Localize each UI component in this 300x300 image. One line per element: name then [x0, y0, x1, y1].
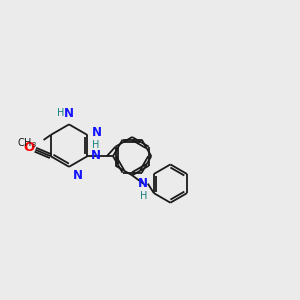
Text: H: H [57, 108, 64, 118]
Text: N: N [138, 177, 148, 190]
Text: H: H [92, 140, 99, 150]
Text: O: O [24, 141, 35, 154]
Text: N: N [92, 126, 101, 139]
Text: CH$_3$: CH$_3$ [17, 136, 37, 149]
Text: N: N [73, 169, 82, 182]
Text: H: H [140, 191, 148, 201]
Text: N: N [64, 107, 74, 120]
Text: N: N [91, 149, 100, 162]
